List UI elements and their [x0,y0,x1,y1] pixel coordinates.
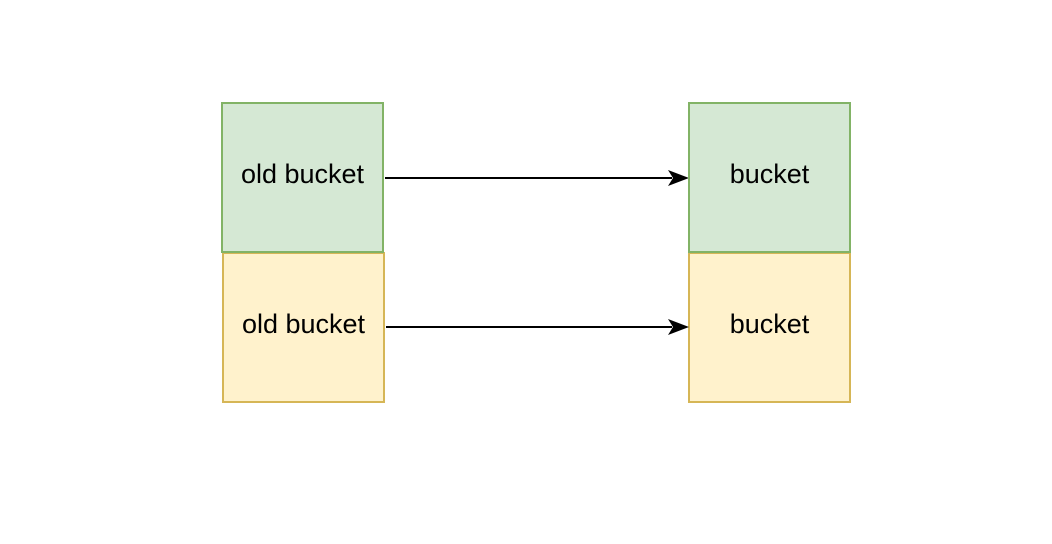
old-bucket-yellow-label: old bucket [241,309,366,339]
old-bucket-green-label: old bucket [240,159,365,189]
arrow-bottom-head [668,319,689,335]
bucket-green-label: bucket [729,159,810,189]
arrow-top [385,170,689,186]
arrow-top-head [668,170,689,186]
old-bucket-yellow: old bucket [222,252,385,403]
old-bucket-green: old bucket [221,102,384,253]
bucket-yellow-label: bucket [729,309,810,339]
bucket-green: bucket [688,102,851,253]
bucket-yellow: bucket [688,252,851,403]
arrow-bottom [386,319,689,335]
